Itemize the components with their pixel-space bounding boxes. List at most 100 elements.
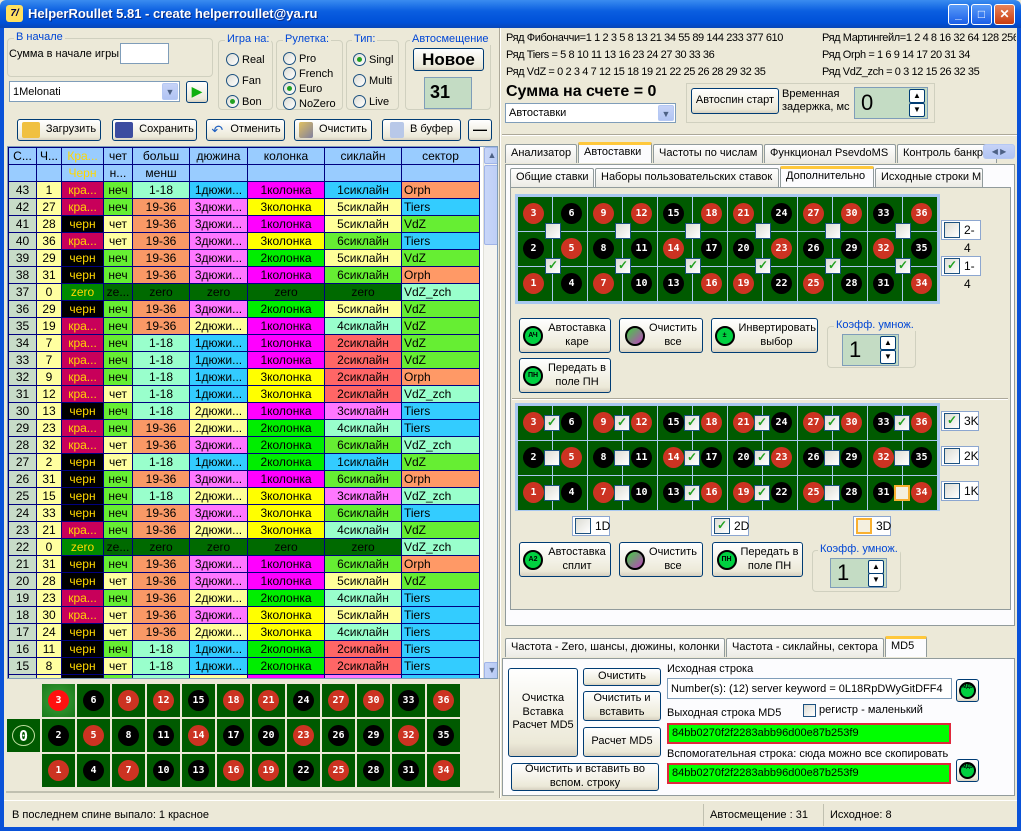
bet-cell-7[interactable]: 7 [588,267,622,301]
corner-checkbox[interactable]: ✓ [615,258,631,274]
column-header[interactable]: колонка [247,147,325,165]
tab-2[interactable]: Частота - сиклайны, сектора [726,638,884,657]
column-header[interactable]: сиклайн [324,147,402,165]
column-header[interactable]: н... [103,164,133,182]
radio-button-icon[interactable] [226,74,239,87]
radio-euro[interactable]: Euro [283,82,322,95]
coef-spinner-corner[interactable]: 1 ▲ ▼ [842,334,899,366]
bet-cell-17[interactable]: 17 [693,441,727,475]
split-checkbox[interactable]: ✓ [754,450,770,466]
tab-4[interactable]: Исходные строки М [875,168,983,187]
radio-multi[interactable]: Multi [353,74,392,87]
number-cell-26[interactable]: 26 [322,719,355,752]
radio-french[interactable]: French [283,67,333,80]
radio-pro[interactable]: Pro [283,52,316,65]
output-md5-field[interactable]: 84bb0270f2f2283abb96d00e87b253f9 [667,723,951,744]
column-header[interactable]: Ч... [36,147,62,165]
table-row[interactable]: 29 23 кра... неч 19-36 2дюжи... 2колонка 4сикла… [8,419,480,437]
table-row[interactable]: 27 2 черн чет 1-18 1дюжи... 2колонка 1сиклайн Vd… [8,453,480,471]
md5-aux-button[interactable]: МД5 [956,759,979,782]
corner-checkbox[interactable] [755,223,771,239]
column-header[interactable] [189,164,248,182]
invert-selection-button[interactable]: ± Инвертировать выбор [711,318,818,353]
md5-clear-paste-button[interactable]: Очистить и вставить [583,691,661,721]
number-cell-14[interactable]: 14 [182,719,215,752]
autobet-corner-button[interactable]: АЧ Автоставка каре [519,318,611,353]
column-header[interactable] [36,164,62,182]
number-cell-4[interactable]: 4 [77,754,110,787]
column-header[interactable] [324,164,402,182]
spin-down-icon[interactable]: ▼ [868,573,884,587]
number-cell-2[interactable]: 2 [42,719,75,752]
number-cell-8[interactable]: 8 [112,719,145,752]
save-button[interactable]: Сохранить [112,119,197,141]
number-cell-35[interactable]: 35 [427,719,460,752]
checkbox-icon[interactable] [575,518,591,534]
table-row[interactable]: 15 8 черн чет 1-18 1дюжи... 2колонка 2сиклайн Ti… [8,657,480,675]
corner-checkbox[interactable]: ✓ [685,258,701,274]
number-cell-9[interactable]: 9 [112,684,145,717]
column-header[interactable]: С... [8,147,37,165]
table-row[interactable]: 28 32 кра... чет 19-36 3дюжи... 2колонка 6сикла… [8,436,480,454]
table-row[interactable]: 33 7 кра... неч 1-18 1дюжи... 1колонка 2сиклайн… [8,351,480,369]
table-row[interactable]: 23 21 кра... неч 19-36 2дюжи... 3колонка 4сикла… [8,521,480,539]
table-row[interactable]: 30 13 черн неч 1-18 2дюжи... 1колонка 3сиклайн T… [8,402,480,420]
table-row[interactable]: 41 28 черн чет 19-36 3дюжи... 1колонка 5сиклайн… [8,215,480,233]
radio-button-icon[interactable] [353,74,366,87]
number-cell-18[interactable]: 18 [217,684,250,717]
corner-checkbox[interactable]: ✓ [755,258,771,274]
coef-spinner-split[interactable]: 1 ▲ ▼ [830,558,887,588]
table-row[interactable]: 17 24 черн чет 19-36 2дюжи... 3колонка 4сиклайн… [8,623,480,641]
split-checkbox[interactable]: ✓ [684,485,700,501]
number-cell-27[interactable]: 27 [322,684,355,717]
corner-checkbox[interactable] [825,223,841,239]
minimize-button[interactable]: _ [948,4,969,25]
chevron-down-icon[interactable]: ▼ [658,105,674,121]
radio-nozero[interactable]: NoZero [283,97,336,110]
close-button[interactable]: ✕ [994,4,1015,25]
corner-checkbox[interactable] [615,223,631,239]
bet-cell-1[interactable]: 1 [518,267,552,301]
bet-cell-30[interactable]: 30 [833,406,867,440]
side-checkbox-1-4[interactable]: ✓ 1-4 [941,256,981,291]
split-checkbox[interactable]: ✓ [754,485,770,501]
bet-cell-19[interactable]: 19 [728,267,762,301]
radio-button-icon[interactable] [226,53,239,66]
number-cell-17[interactable]: 17 [217,719,250,752]
number-cell-6[interactable]: 6 [77,684,110,717]
split-checkbox[interactable] [614,485,630,501]
tab-5[interactable]: Контроль банкро [897,144,997,163]
table-row[interactable]: 34 7 кра... неч 1-18 1дюжи... 1колонка 2сиклайн… [8,334,480,352]
number-cell-5[interactable]: 5 [77,719,110,752]
table-row[interactable]: 37 0 zero ze... zero zero zero zero VdZ_zch [8,283,480,301]
number-cell-12[interactable]: 12 [147,684,180,717]
radio-fan[interactable]: Fan [226,74,261,87]
bet-cell-25[interactable]: 25 [798,267,832,301]
spin-up-icon[interactable]: ▲ [880,336,896,350]
column-header[interactable]: сектор [401,147,480,165]
md5-calc-button[interactable]: Расчет MD5 [583,727,661,757]
table-row[interactable]: 42 27 кра... неч 19-36 3дюжи... 3колонка 5сикла… [8,198,480,216]
tab-1[interactable]: Частота - Zero, шансы, дюжины, колонки [505,638,725,657]
split-checkbox[interactable] [824,485,840,501]
corner-checkbox[interactable] [895,223,911,239]
table-row[interactable]: 24 33 черн неч 19-36 3дюжи... 3колонка 6сиклайн… [8,504,480,522]
scroll-up-button[interactable]: ▲ [484,147,497,164]
number-cell-20[interactable]: 20 [252,719,285,752]
clear-all-corner-button[interactable]: Очистить все [619,318,703,353]
bet-cell-15[interactable]: 15 [658,406,692,440]
column-header[interactable] [401,164,480,182]
column-header[interactable]: Черн [61,164,104,182]
table-scrollbar[interactable]: ▲ ▼ [483,147,497,678]
md5-source-button[interactable]: МД5 [956,679,979,702]
clear-button[interactable]: Очистить [294,119,372,141]
radio-button-icon[interactable] [283,97,296,110]
radio-button-icon[interactable] [353,95,366,108]
side-checkbox-2K[interactable]: 2K [941,446,979,466]
bet-cell-27[interactable]: 27 [798,197,832,231]
source-string-input[interactable] [667,678,952,699]
number-cell-30[interactable]: 30 [357,684,390,717]
table-row[interactable]: 22 0 zero ze... zero zero zero zero VdZ_zch [8,538,480,556]
radio-button-icon[interactable] [283,52,296,65]
table-row[interactable]: 43 1 кра... неч 1-18 1дюжи... 1колонка 1сиклайн… [8,181,480,199]
